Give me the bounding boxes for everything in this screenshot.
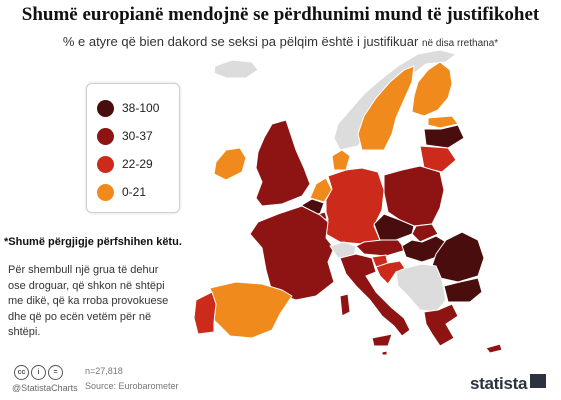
malta-shape [381, 350, 388, 356]
italy-shape [339, 253, 411, 337]
greece-shape [423, 303, 459, 347]
by-icon: i [31, 365, 46, 380]
estonia-shape [427, 115, 459, 129]
latvia-shape [423, 124, 465, 149]
spain-shape [209, 281, 293, 339]
equals-icon: = [48, 365, 63, 380]
bulgaria-shape [443, 277, 483, 303]
legend-swatch [97, 127, 114, 145]
switzerland-shape [329, 241, 357, 259]
legend-item: 30-37 [97, 126, 153, 146]
poland-shape [383, 165, 445, 227]
sicily-shape [371, 333, 393, 347]
portugal-shape [193, 291, 217, 335]
sardinia-shape [339, 293, 351, 317]
statista-handle: @StatistaCharts [12, 383, 78, 393]
finland-shape [411, 61, 453, 117]
sweden-shape [357, 65, 415, 151]
chart-title: Shumë europianë mendojnë se përdhunimi m… [21, 4, 540, 25]
legend-item: 38-100 [97, 98, 159, 118]
uk-shape [255, 119, 311, 207]
ireland-shape [213, 147, 247, 181]
statista-logo: statista [470, 374, 528, 393]
footnote-body: Për shembull një grua të dehur ose drogu… [8, 264, 169, 338]
license-icons: cc i = [14, 365, 63, 380]
legend-label: 0-21 [122, 185, 147, 199]
subtitle-suffix: në disa rrethana* [421, 38, 499, 49]
legend: 38-100 30-37 22-29 0-21 [86, 83, 180, 213]
cc-icon: cc [14, 365, 29, 380]
statista-logo-icon [530, 374, 546, 388]
slovakia-shape [411, 223, 439, 243]
denmark-shape [331, 149, 351, 171]
legend-swatch [97, 155, 114, 173]
legend-swatch [97, 99, 114, 117]
germany-shape [325, 167, 385, 245]
source-note: Source: Eurobarometer [85, 381, 179, 391]
subtitle-main: % e atyre që bien dakord se seksi pa pël… [62, 34, 419, 49]
chart-subtitle: % e atyre që bien dakord se seksi pa pël… [0, 34, 561, 49]
austria-shape [355, 239, 407, 257]
legend-label: 22-29 [122, 157, 153, 171]
balkans-shape [395, 263, 447, 313]
footnote-title: *Shumë përgjigje përfshihen këtu. [4, 236, 182, 248]
legend-item: 22-29 [97, 154, 153, 174]
netherlands-shape [309, 177, 333, 203]
sample-size: n=27,818 [85, 366, 123, 376]
legend-item: 0-21 [97, 182, 146, 202]
legend-label: 38-100 [122, 101, 160, 115]
iceland-shape [213, 59, 259, 79]
lithuania-shape [419, 145, 457, 173]
legend-label: 30-37 [122, 129, 153, 143]
france-shape [249, 205, 335, 301]
cyprus-shape [485, 343, 503, 354]
legend-swatch [97, 183, 114, 201]
